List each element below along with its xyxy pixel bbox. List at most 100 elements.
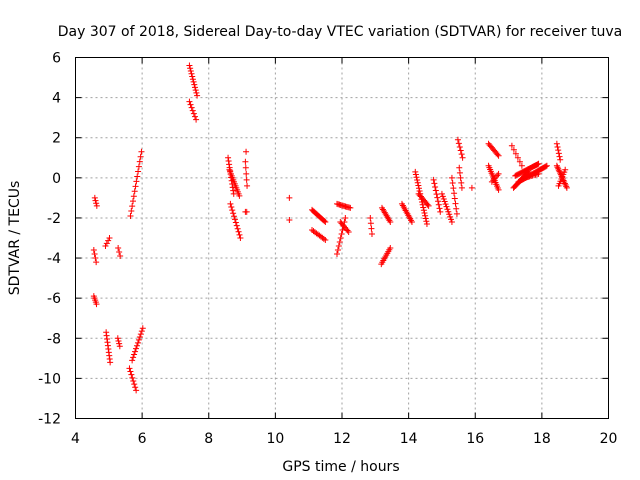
data-point-marker — [387, 218, 394, 225]
data-point-marker — [336, 239, 343, 246]
data-point-marker — [129, 374, 136, 381]
data-point-marker — [438, 190, 445, 197]
data-point-marker — [228, 204, 235, 211]
data-point-marker — [137, 331, 144, 338]
data-point-marker — [229, 184, 236, 191]
data-point-marker — [415, 182, 422, 189]
data-point-marker — [132, 348, 139, 355]
data-point-marker — [415, 185, 422, 192]
data-point-marker — [468, 184, 475, 191]
data-point-marker — [553, 140, 560, 147]
data-point-marker — [191, 113, 198, 120]
data-point-marker — [424, 201, 431, 208]
x-tick-label: 12 — [333, 431, 351, 447]
data-point-marker — [543, 162, 550, 169]
data-point-marker — [135, 336, 142, 343]
data-point-marker — [556, 153, 563, 160]
data-point-marker — [320, 235, 327, 242]
data-point-marker — [126, 365, 133, 372]
data-point-marker — [231, 213, 238, 220]
data-point-marker — [106, 235, 113, 241]
data-point-marker — [194, 92, 201, 99]
data-point-marker — [244, 182, 251, 189]
data-point-marker — [414, 179, 421, 186]
data-point-marker — [435, 201, 442, 208]
data-point-marker — [225, 154, 232, 161]
data-point-marker — [334, 247, 341, 254]
data-point-marker — [562, 166, 569, 173]
data-point-marker — [456, 164, 463, 171]
data-point-marker — [187, 65, 194, 72]
data-point-marker — [243, 176, 250, 183]
data-point-marker — [93, 259, 100, 266]
data-point-marker — [117, 253, 124, 260]
data-point-marker — [450, 185, 457, 192]
data-point-marker — [227, 200, 234, 207]
data-point-marker — [555, 147, 562, 154]
data-point-marker — [413, 174, 420, 181]
data-point-marker — [133, 342, 140, 349]
data-point-marker — [230, 187, 237, 194]
data-point-marker — [130, 354, 137, 361]
data-point-marker — [535, 160, 542, 167]
data-point-marker — [554, 143, 561, 150]
data-point-marker — [102, 243, 109, 250]
data-point-marker — [412, 171, 419, 178]
data-point-marker — [236, 231, 243, 238]
data-point-marker — [420, 204, 427, 211]
data-point-marker — [232, 219, 239, 226]
y-axis-label: SDTVAR / TECUs — [7, 181, 23, 296]
data-point-marker — [342, 214, 349, 221]
data-point-marker — [131, 381, 138, 388]
data-point-marker — [555, 167, 562, 174]
data-point-marker — [115, 245, 122, 252]
x-tick-label: 20 — [600, 431, 618, 447]
data-point-marker — [133, 345, 140, 352]
data-point-marker — [286, 194, 293, 201]
data-point-marker — [367, 220, 374, 227]
data-point-marker — [439, 193, 446, 200]
data-point-marker — [132, 183, 139, 190]
data-point-marker — [337, 235, 344, 241]
x-tick-label: 10 — [266, 431, 284, 447]
data-point-marker — [457, 147, 464, 154]
data-point-marker — [423, 220, 430, 227]
data-point-marker — [414, 177, 421, 184]
data-point-marker — [127, 212, 134, 219]
x-tick-label: 16 — [466, 431, 484, 447]
plot-frame — [75, 57, 609, 419]
data-point-marker — [367, 214, 374, 221]
data-point-marker — [90, 247, 97, 254]
data-point-marker — [116, 249, 123, 256]
data-point-marker — [234, 225, 241, 232]
data-point-marker — [535, 170, 542, 177]
data-point-marker — [453, 205, 460, 212]
data-point-marker — [455, 140, 462, 147]
data-point-marker — [458, 179, 465, 186]
y-tick-label: -4 — [47, 251, 61, 267]
data-point-marker — [127, 368, 134, 375]
x-tick-label: 4 — [71, 431, 80, 447]
data-point-marker — [243, 148, 250, 155]
y-tick-label: 2 — [52, 131, 61, 147]
data-point-marker — [225, 158, 232, 165]
data-point-marker — [446, 211, 453, 218]
data-point-marker — [193, 89, 200, 96]
data-point-marker — [130, 198, 137, 205]
x-tick-label: 18 — [533, 431, 551, 447]
data-point-marker — [430, 176, 437, 183]
y-tick-label: -10 — [38, 371, 61, 387]
data-point-marker — [133, 387, 140, 394]
data-point-marker — [451, 195, 458, 202]
x-tick-labels: 4 6 8 10 12 14 16 18 20 — [71, 431, 617, 447]
data-point-marker — [516, 158, 523, 165]
data-point-marker — [134, 173, 141, 180]
data-point-marker — [130, 377, 137, 384]
data-point-marker — [190, 78, 197, 85]
data-point-marker — [412, 168, 419, 175]
data-point-marker — [423, 218, 430, 225]
data-point-marker — [192, 84, 199, 91]
data-point-marker — [563, 184, 570, 191]
data-point-marker — [236, 192, 243, 199]
